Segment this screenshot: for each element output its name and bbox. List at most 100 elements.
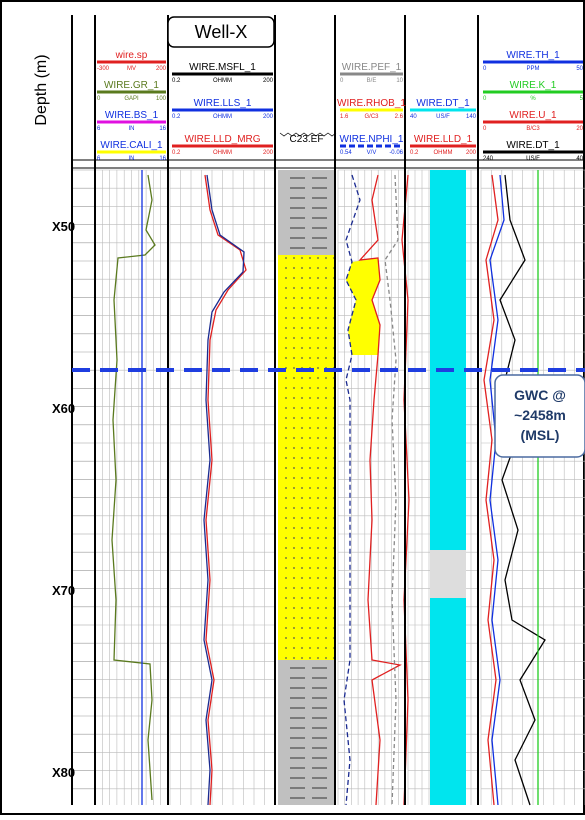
- scale-max: 200: [263, 78, 274, 84]
- dot: [301, 387, 303, 389]
- dot: [325, 327, 327, 329]
- curve-name: WIRE.LLD_MRG: [184, 134, 260, 145]
- dot: [309, 597, 311, 599]
- dot: [301, 557, 303, 559]
- curve-name: WIRE.DT_1: [416, 98, 470, 109]
- dot: [293, 557, 295, 559]
- dot: [325, 597, 327, 599]
- dot: [309, 357, 311, 359]
- scale-max: 140: [466, 114, 477, 120]
- dot: [309, 417, 311, 419]
- dot: [301, 527, 303, 529]
- dot: [325, 587, 327, 589]
- curve-name: WIRE.LLS_1: [194, 98, 252, 109]
- curves: [111, 170, 546, 806]
- scale-min: 0.2: [172, 78, 181, 84]
- scale-unit: US/F: [436, 114, 450, 120]
- dot: [293, 267, 295, 269]
- dot: [309, 497, 311, 499]
- dot: [293, 637, 295, 639]
- dot: [309, 557, 311, 559]
- dot: [285, 557, 287, 559]
- dot: [325, 277, 327, 279]
- dot: [317, 367, 319, 369]
- dot: [325, 267, 327, 269]
- dot: [317, 327, 319, 329]
- scale-unit: IN: [129, 156, 135, 162]
- dot: [325, 447, 327, 449]
- title-box: [167, 16, 275, 48]
- dot: [325, 617, 327, 619]
- dot: [293, 607, 295, 609]
- curve-name: WIRE.K_1: [510, 80, 557, 91]
- scale-min: 0: [483, 96, 487, 102]
- dot: [309, 257, 311, 259]
- dot: [325, 377, 327, 379]
- dot: [301, 437, 303, 439]
- dot: [309, 617, 311, 619]
- scale-min: 0.2: [172, 150, 181, 156]
- dot: [293, 477, 295, 479]
- dot: [309, 337, 311, 339]
- track-borders: [71, 15, 585, 805]
- dot: [309, 547, 311, 549]
- dot: [293, 257, 295, 259]
- dot: [309, 307, 311, 309]
- dot: [309, 517, 311, 519]
- dot: [293, 527, 295, 529]
- dot: [301, 577, 303, 579]
- dot: [285, 417, 287, 419]
- dot: [293, 567, 295, 569]
- dot: [309, 387, 311, 389]
- dot: [285, 487, 287, 489]
- dot: [293, 427, 295, 429]
- dot: [325, 627, 327, 629]
- dot: [317, 557, 319, 559]
- dot: [301, 427, 303, 429]
- dot: [293, 347, 295, 349]
- scale-unit: IN: [129, 126, 135, 132]
- dot: [301, 397, 303, 399]
- dot: [301, 537, 303, 539]
- scale-min: 0.2: [410, 150, 419, 156]
- scale-max: 200: [263, 150, 274, 156]
- dot: [301, 597, 303, 599]
- curve-name: C23.EF: [290, 134, 324, 145]
- scale-min: 0.54: [340, 150, 352, 156]
- scale-max: 50: [576, 66, 583, 72]
- dot: [293, 647, 295, 649]
- scale-max: 20: [576, 126, 583, 132]
- dot: [317, 547, 319, 549]
- scale-unit: %: [530, 96, 536, 102]
- dot: [317, 527, 319, 529]
- dot: [317, 457, 319, 459]
- dot: [285, 547, 287, 549]
- scale-min: 0: [340, 78, 344, 84]
- curve-name: WIRE.PEF_1: [342, 62, 402, 73]
- depth-labels: X50 X60 X70 X80: [52, 219, 75, 780]
- curve-name: WIRE.NPHI_1: [340, 134, 404, 145]
- dot: [293, 287, 295, 289]
- dot: [301, 357, 303, 359]
- dot: [309, 447, 311, 449]
- dot: [317, 487, 319, 489]
- dot: [285, 327, 287, 329]
- dot: [325, 457, 327, 459]
- scale-max: 10: [396, 78, 403, 84]
- dot: [293, 657, 295, 659]
- dot: [325, 647, 327, 649]
- dot: [285, 577, 287, 579]
- dot: [309, 647, 311, 649]
- dot: [301, 657, 303, 659]
- dot: [325, 527, 327, 529]
- dot: [285, 347, 287, 349]
- scale-unit: B/E: [367, 78, 377, 84]
- dot: [317, 437, 319, 439]
- scale-unit: MV: [127, 66, 136, 72]
- dot: [285, 567, 287, 569]
- dot: [317, 417, 319, 419]
- dot: [325, 657, 327, 659]
- dot: [293, 497, 295, 499]
- dot: [317, 647, 319, 649]
